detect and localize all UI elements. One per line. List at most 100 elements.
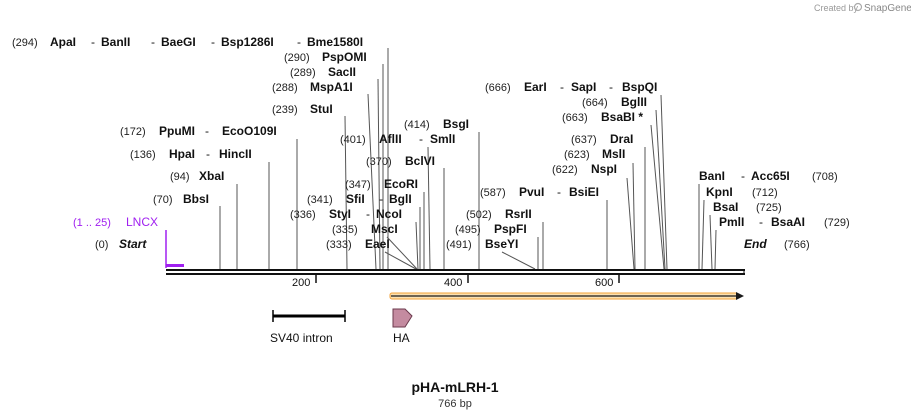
tick-label-600: 600 xyxy=(595,277,613,289)
site-labels: (294) ApaI - BanII - BaeGI - Bsp1286I - Bme1580I … xyxy=(12,35,850,251)
feature-sv40-intron[interactable]: SV40 intron xyxy=(270,310,346,345)
site-label-289[interactable]: (289) SacII xyxy=(290,65,356,79)
sequence-backbone xyxy=(166,269,745,275)
svg-text:(136)HpaI-HincII: (136) HpaI - HincII xyxy=(130,147,252,161)
site-line-mspa1i xyxy=(367,93,377,270)
svg-text:(666)EarI-SapI-BspQI: (666) EarI - SapI - BspQI xyxy=(485,80,657,94)
end-label: End xyxy=(744,237,767,251)
svg-text:(172)PpuMI-EcoO109I: (172) PpuMI - EcoO109I xyxy=(120,124,277,138)
svg-text:(664)BglII: (664) BglII xyxy=(582,95,647,109)
site-label-495[interactable]: (495) PspFI xyxy=(455,222,527,236)
site-line-eari xyxy=(660,94,668,270)
svg-text:(491)BseYI: (491) BseYI xyxy=(446,237,518,251)
site-label-239[interactable]: (239) StuI xyxy=(272,102,333,116)
site-label-414[interactable]: (414) BsgI xyxy=(404,117,469,131)
site-label-666[interactable]: (666) EarI - SapI - BspQI xyxy=(485,80,657,94)
sv40-label: SV40 intron xyxy=(270,331,333,345)
site-label-370[interactable]: (370) BclVI xyxy=(366,154,435,168)
site-label-729[interactable]: PmlI - BsaAI (729) xyxy=(719,215,850,229)
site-label-663[interactable]: (663) BsaBI * xyxy=(562,110,643,124)
site-label-70[interactable]: (70) BbsI xyxy=(153,192,209,206)
site-label-622[interactable]: (622) NspI xyxy=(552,162,617,176)
svg-text:(333)EaeI: (333) EaeI xyxy=(326,237,390,251)
tick-label-200: 200 xyxy=(292,277,310,289)
site-label-290[interactable]: (290) PspOMI xyxy=(284,50,367,64)
site-label-587[interactable]: (587) PvuI - BsiEI xyxy=(480,185,599,199)
lncx-range: (1 .. 25) xyxy=(73,217,111,229)
feature-lncx[interactable]: (1 .. 25) LNCX xyxy=(73,215,184,268)
svg-text:(336)StyI-NcoI: (336) StyI - NcoI xyxy=(290,207,402,221)
svg-text:(502)RsrII: (502) RsrII xyxy=(466,207,532,221)
site-line-styi xyxy=(415,221,419,270)
map-length: 766 bp xyxy=(438,398,472,410)
svg-text:(587)PvuI-BsiEI: (587) PvuI - BsiEI xyxy=(480,185,599,199)
svg-text:(70)BbsI: (70) BbsI xyxy=(153,192,209,206)
feature-ha[interactable]: HA xyxy=(392,308,413,345)
start-pos: (0) xyxy=(95,239,108,251)
site-label-664[interactable]: (664) BglII xyxy=(582,95,647,109)
snapgene-logo: SnapGene xyxy=(853,2,911,14)
site-line-nspi xyxy=(626,177,635,270)
site-label-708[interactable]: BanI - Acc65I (708) xyxy=(699,169,838,183)
lncx-label: LNCX xyxy=(126,215,158,229)
svg-text:PmlI-BsaAI(729): PmlI - BsaAI (729) xyxy=(719,215,850,229)
orf-arrow[interactable] xyxy=(389,292,744,300)
site-label-333[interactable]: (333) EaeI xyxy=(326,237,390,251)
svg-text:(290)PspOMI: (290) PspOMI xyxy=(284,50,367,64)
site-label-288[interactable]: (288) MspA1I xyxy=(272,80,353,94)
site-label-502[interactable]: (502) RsrII xyxy=(466,207,532,221)
site-line-msci xyxy=(386,236,418,270)
site-label-336[interactable]: (336) StyI - NcoI xyxy=(290,207,402,221)
site-label-341[interactable]: (341) SfiI - BglI xyxy=(307,192,412,206)
end-pos: (766) xyxy=(784,239,810,251)
svg-text:(401)AflII-SmlI: (401) AflII - SmlI xyxy=(340,132,455,146)
site-line-eaei xyxy=(384,251,417,270)
svg-text:(289)SacII: (289) SacII xyxy=(290,65,356,79)
site-line-bsai xyxy=(709,214,713,270)
site-label-294[interactable]: (294) ApaI - BanII - BaeGI - Bsp1286I - Bme1580I xyxy=(12,35,363,49)
tick-label-400: 400 xyxy=(444,277,462,289)
svg-text:BsaI(725): BsaI (725) xyxy=(713,200,782,214)
svg-text:(663)BsaBI *: (663) BsaBI * xyxy=(562,110,643,124)
svg-text:(94)XbaI: (94) XbaI xyxy=(170,169,224,183)
site-label-136[interactable]: (136) HpaI - HincII xyxy=(130,147,252,161)
site-label-347[interactable]: (347) EcoRI xyxy=(345,177,418,191)
site-label-712[interactable]: KpnI (712) xyxy=(706,185,778,199)
start-label: Start xyxy=(119,237,147,251)
svg-text:(637)DraI: (637) DraI xyxy=(571,132,633,146)
site-label-725[interactable]: BsaI (725) xyxy=(713,200,782,214)
site-label-94[interactable]: (94) XbaI xyxy=(170,169,224,183)
svg-text:(414)BsgI: (414) BsgI xyxy=(404,117,469,131)
site-line-sacii xyxy=(377,78,381,270)
svg-text:(294)ApaI-BanII-BaeGI-Bsp1286I: (294) ApaI - BanII - BaeGI - Bsp1286I - Bme1580I xyxy=(12,35,363,49)
site-label-172[interactable]: (172) PpuMI - EcoO109I xyxy=(120,124,277,138)
site-line-bseyi xyxy=(501,251,536,270)
svg-text:(341)SfiI-BglI: (341) SfiI - BglI xyxy=(307,192,412,206)
site-line-bglii xyxy=(655,109,666,270)
site-line-aflii xyxy=(427,146,431,270)
svg-text:(623)MslI: (623) MslI xyxy=(564,147,625,161)
site-label-491[interactable]: (491) BseYI xyxy=(446,237,518,251)
svg-text:(370)BclVI: (370) BclVI xyxy=(366,154,435,168)
svg-text:(495)PspFI: (495) PspFI xyxy=(455,222,527,236)
site-line-stui xyxy=(344,115,348,270)
svg-text:(239)StuI: (239) StuI xyxy=(272,102,333,116)
svg-text:(288)MspA1I: (288) MspA1I xyxy=(272,80,353,94)
site-line-msli xyxy=(632,162,636,270)
map-title: pHA-mLRH-1 xyxy=(411,379,498,395)
credit-text: Created by xyxy=(814,3,859,13)
site-line-pmli xyxy=(714,229,717,270)
ruler: 200 400 600 xyxy=(292,275,620,289)
site-label-637[interactable]: (637) DraI xyxy=(571,132,633,146)
svg-text:KpnI(712): KpnI (712) xyxy=(706,185,778,199)
site-label-623[interactable]: (623) MslI xyxy=(564,147,625,161)
site-label-401[interactable]: (401) AflII - SmlI xyxy=(340,132,455,146)
svg-text:(335)MscI: (335) MscI xyxy=(332,222,398,236)
site-label-335[interactable]: (335) MscI xyxy=(332,222,398,236)
site-line-kpni xyxy=(701,199,705,270)
site-line-bsabi xyxy=(650,124,665,270)
site-lines xyxy=(219,48,717,270)
svg-text:(347)EcoRI: (347) EcoRI xyxy=(345,177,418,191)
